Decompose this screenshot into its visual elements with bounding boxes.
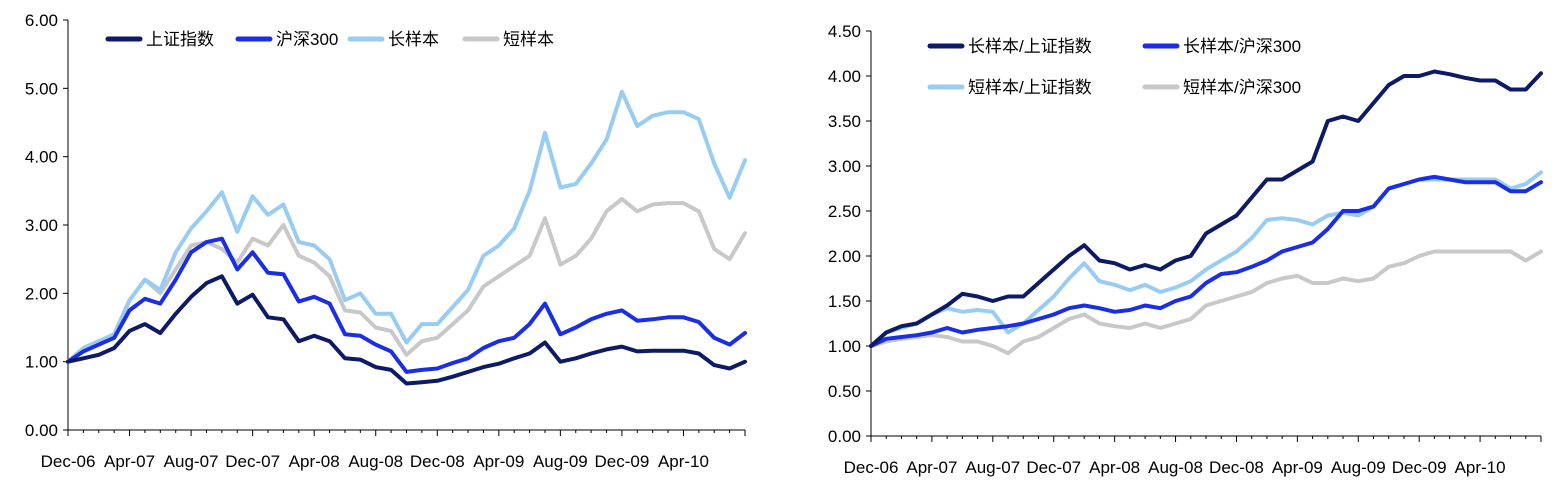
chart-left-svg: 0.00 1.00 2.00 3.00 4.00 5.00 6.00 Dec-06 Apr-07… <box>25 11 747 471</box>
series-line-4 <box>869 249 1543 356</box>
legend-label-4: 短样本/沪深300 <box>1183 78 1301 97</box>
x-tick-label: Dec-07 <box>225 452 280 471</box>
y-tick-label: 3.50 <box>828 112 861 131</box>
y-tick-label: 4.00 <box>828 67 861 86</box>
series-line-3 <box>869 170 1543 348</box>
x-tick-label: Dec-07 <box>1026 458 1081 477</box>
series-line-1 <box>66 274 747 386</box>
chart-right-svg: 0.00 0.50 1.00 1.50 2.00 2.50 3.00 3.50 4.00 4.50… <box>828 22 1543 477</box>
x-tick-label: Apr-07 <box>906 458 957 477</box>
series-line-1 <box>869 69 1543 348</box>
x-tick-label: Apr-07 <box>104 452 155 471</box>
y-tick-label: 0.00 <box>25 421 58 440</box>
legend-label-1: 长样本/上证指数 <box>968 37 1092 56</box>
x-tick-label: Apr-10 <box>1455 458 1506 477</box>
series-line-4 <box>66 197 747 364</box>
y-tick-label: 2.00 <box>828 247 861 266</box>
legend-label-3: 长样本 <box>388 30 439 49</box>
x-tick-label: Dec-06 <box>41 452 96 471</box>
y-tick-label: 2.50 <box>828 202 861 221</box>
series-line-2 <box>66 236 747 374</box>
y-tick-label: 3.00 <box>25 216 58 235</box>
series-line-3 <box>66 89 747 364</box>
x-tick-label: Apr-08 <box>289 452 340 471</box>
y-tick-label: 1.00 <box>25 353 58 372</box>
x-tick-label: Apr-09 <box>473 452 524 471</box>
legend-label-4: 短样本 <box>503 30 554 49</box>
y-tick-label: 0.50 <box>828 382 861 401</box>
legend-label-2: 沪深300 <box>276 30 338 49</box>
y-tick-label: 1.50 <box>828 292 861 311</box>
legend-label-2: 长样本/沪深300 <box>1183 37 1301 56</box>
x-tick-label: Aug-08 <box>348 452 403 471</box>
chart-left: 0.00 1.00 2.00 3.00 4.00 5.00 6.00 Dec-06 Apr-07… <box>0 0 780 486</box>
x-tick-label: Dec-09 <box>595 452 650 471</box>
x-tick-label: Dec-06 <box>844 458 899 477</box>
x-tick-label: Apr-10 <box>658 452 709 471</box>
legend-label-3: 短样本/上证指数 <box>968 78 1092 97</box>
series-line-2 <box>869 174 1543 348</box>
y-tick-label: 3.00 <box>828 157 861 176</box>
x-tick-label: Apr-09 <box>1272 458 1323 477</box>
x-tick-label: Aug-07 <box>164 452 219 471</box>
y-tick-label: 5.00 <box>25 79 58 98</box>
x-tick-label: Dec-08 <box>1209 458 1264 477</box>
y-tick-label: 2.00 <box>25 284 58 303</box>
y-tick-label: 4.50 <box>828 22 861 41</box>
y-tick-label: 4.00 <box>25 148 58 167</box>
x-tick-label: Dec-09 <box>1392 458 1447 477</box>
x-tick-label: Aug-07 <box>965 458 1020 477</box>
chart-right: 0.00 0.50 1.00 1.50 2.00 2.50 3.00 3.50 4.00 4.50… <box>790 0 1560 486</box>
y-tick-label: 0.00 <box>828 427 861 446</box>
legend-label-1: 上证指数 <box>146 30 214 49</box>
x-tick-label: Aug-08 <box>1148 458 1203 477</box>
x-tick-label: Aug-09 <box>1331 458 1386 477</box>
y-tick-label: 1.00 <box>828 337 861 356</box>
x-tick-label: Apr-08 <box>1089 458 1140 477</box>
y-tick-label: 6.00 <box>25 11 58 30</box>
x-tick-label: Dec-08 <box>410 452 465 471</box>
x-tick-label: Aug-09 <box>533 452 588 471</box>
